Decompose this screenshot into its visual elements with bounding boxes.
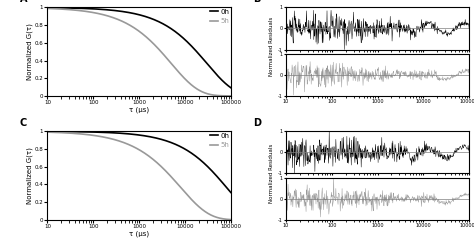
- 5h: [132, 146, 137, 149]
- 5h: [45, 131, 50, 134]
- 5h: [224, 218, 229, 221]
- 5h: [154, 161, 159, 164]
- 5h: [195, 204, 201, 207]
- Line: 5h: 5h: [47, 132, 231, 220]
- 0h: [144, 15, 149, 18]
- 5h: [132, 27, 137, 30]
- 0h: [228, 191, 234, 194]
- 5h: [144, 36, 149, 39]
- 0h: [154, 19, 159, 22]
- Text: A: A: [20, 0, 27, 4]
- 0h: [144, 135, 149, 138]
- 0h: [224, 186, 229, 189]
- 5h: [154, 45, 159, 48]
- Text: Normalized Residuals: Normalized Residuals: [269, 144, 274, 203]
- 0h: [45, 130, 50, 133]
- X-axis label: τ (μs): τ (μs): [129, 230, 149, 237]
- 0h: [132, 12, 137, 15]
- 5h: [195, 88, 201, 91]
- 5h: [224, 94, 229, 97]
- Line: 5h: 5h: [47, 8, 231, 96]
- Legend: 0h, 5h: 0h, 5h: [210, 133, 229, 148]
- Text: C: C: [20, 118, 27, 128]
- 0h: [195, 156, 201, 159]
- Text: B: B: [253, 0, 260, 4]
- Y-axis label: Normalized G(τ): Normalized G(τ): [27, 147, 33, 204]
- 5h: [133, 27, 138, 30]
- 5h: [228, 218, 234, 221]
- Y-axis label: Normalized G(τ): Normalized G(τ): [27, 23, 33, 80]
- 0h: [224, 83, 229, 86]
- Text: Normalized Residuals: Normalized Residuals: [269, 17, 274, 76]
- 0h: [132, 133, 137, 136]
- X-axis label: τ (μs): τ (μs): [129, 106, 149, 113]
- Line: 0h: 0h: [47, 8, 231, 88]
- 5h: [144, 153, 149, 156]
- 5h: [133, 146, 138, 149]
- 0h: [45, 6, 50, 9]
- 5h: [228, 94, 234, 97]
- Line: 0h: 0h: [47, 131, 231, 192]
- 0h: [154, 137, 159, 140]
- 5h: [45, 7, 50, 10]
- 0h: [133, 133, 138, 136]
- Legend: 0h, 5h: 0h, 5h: [210, 9, 229, 24]
- Text: D: D: [253, 118, 261, 128]
- 0h: [228, 86, 234, 89]
- 0h: [195, 51, 201, 54]
- 0h: [133, 12, 138, 15]
